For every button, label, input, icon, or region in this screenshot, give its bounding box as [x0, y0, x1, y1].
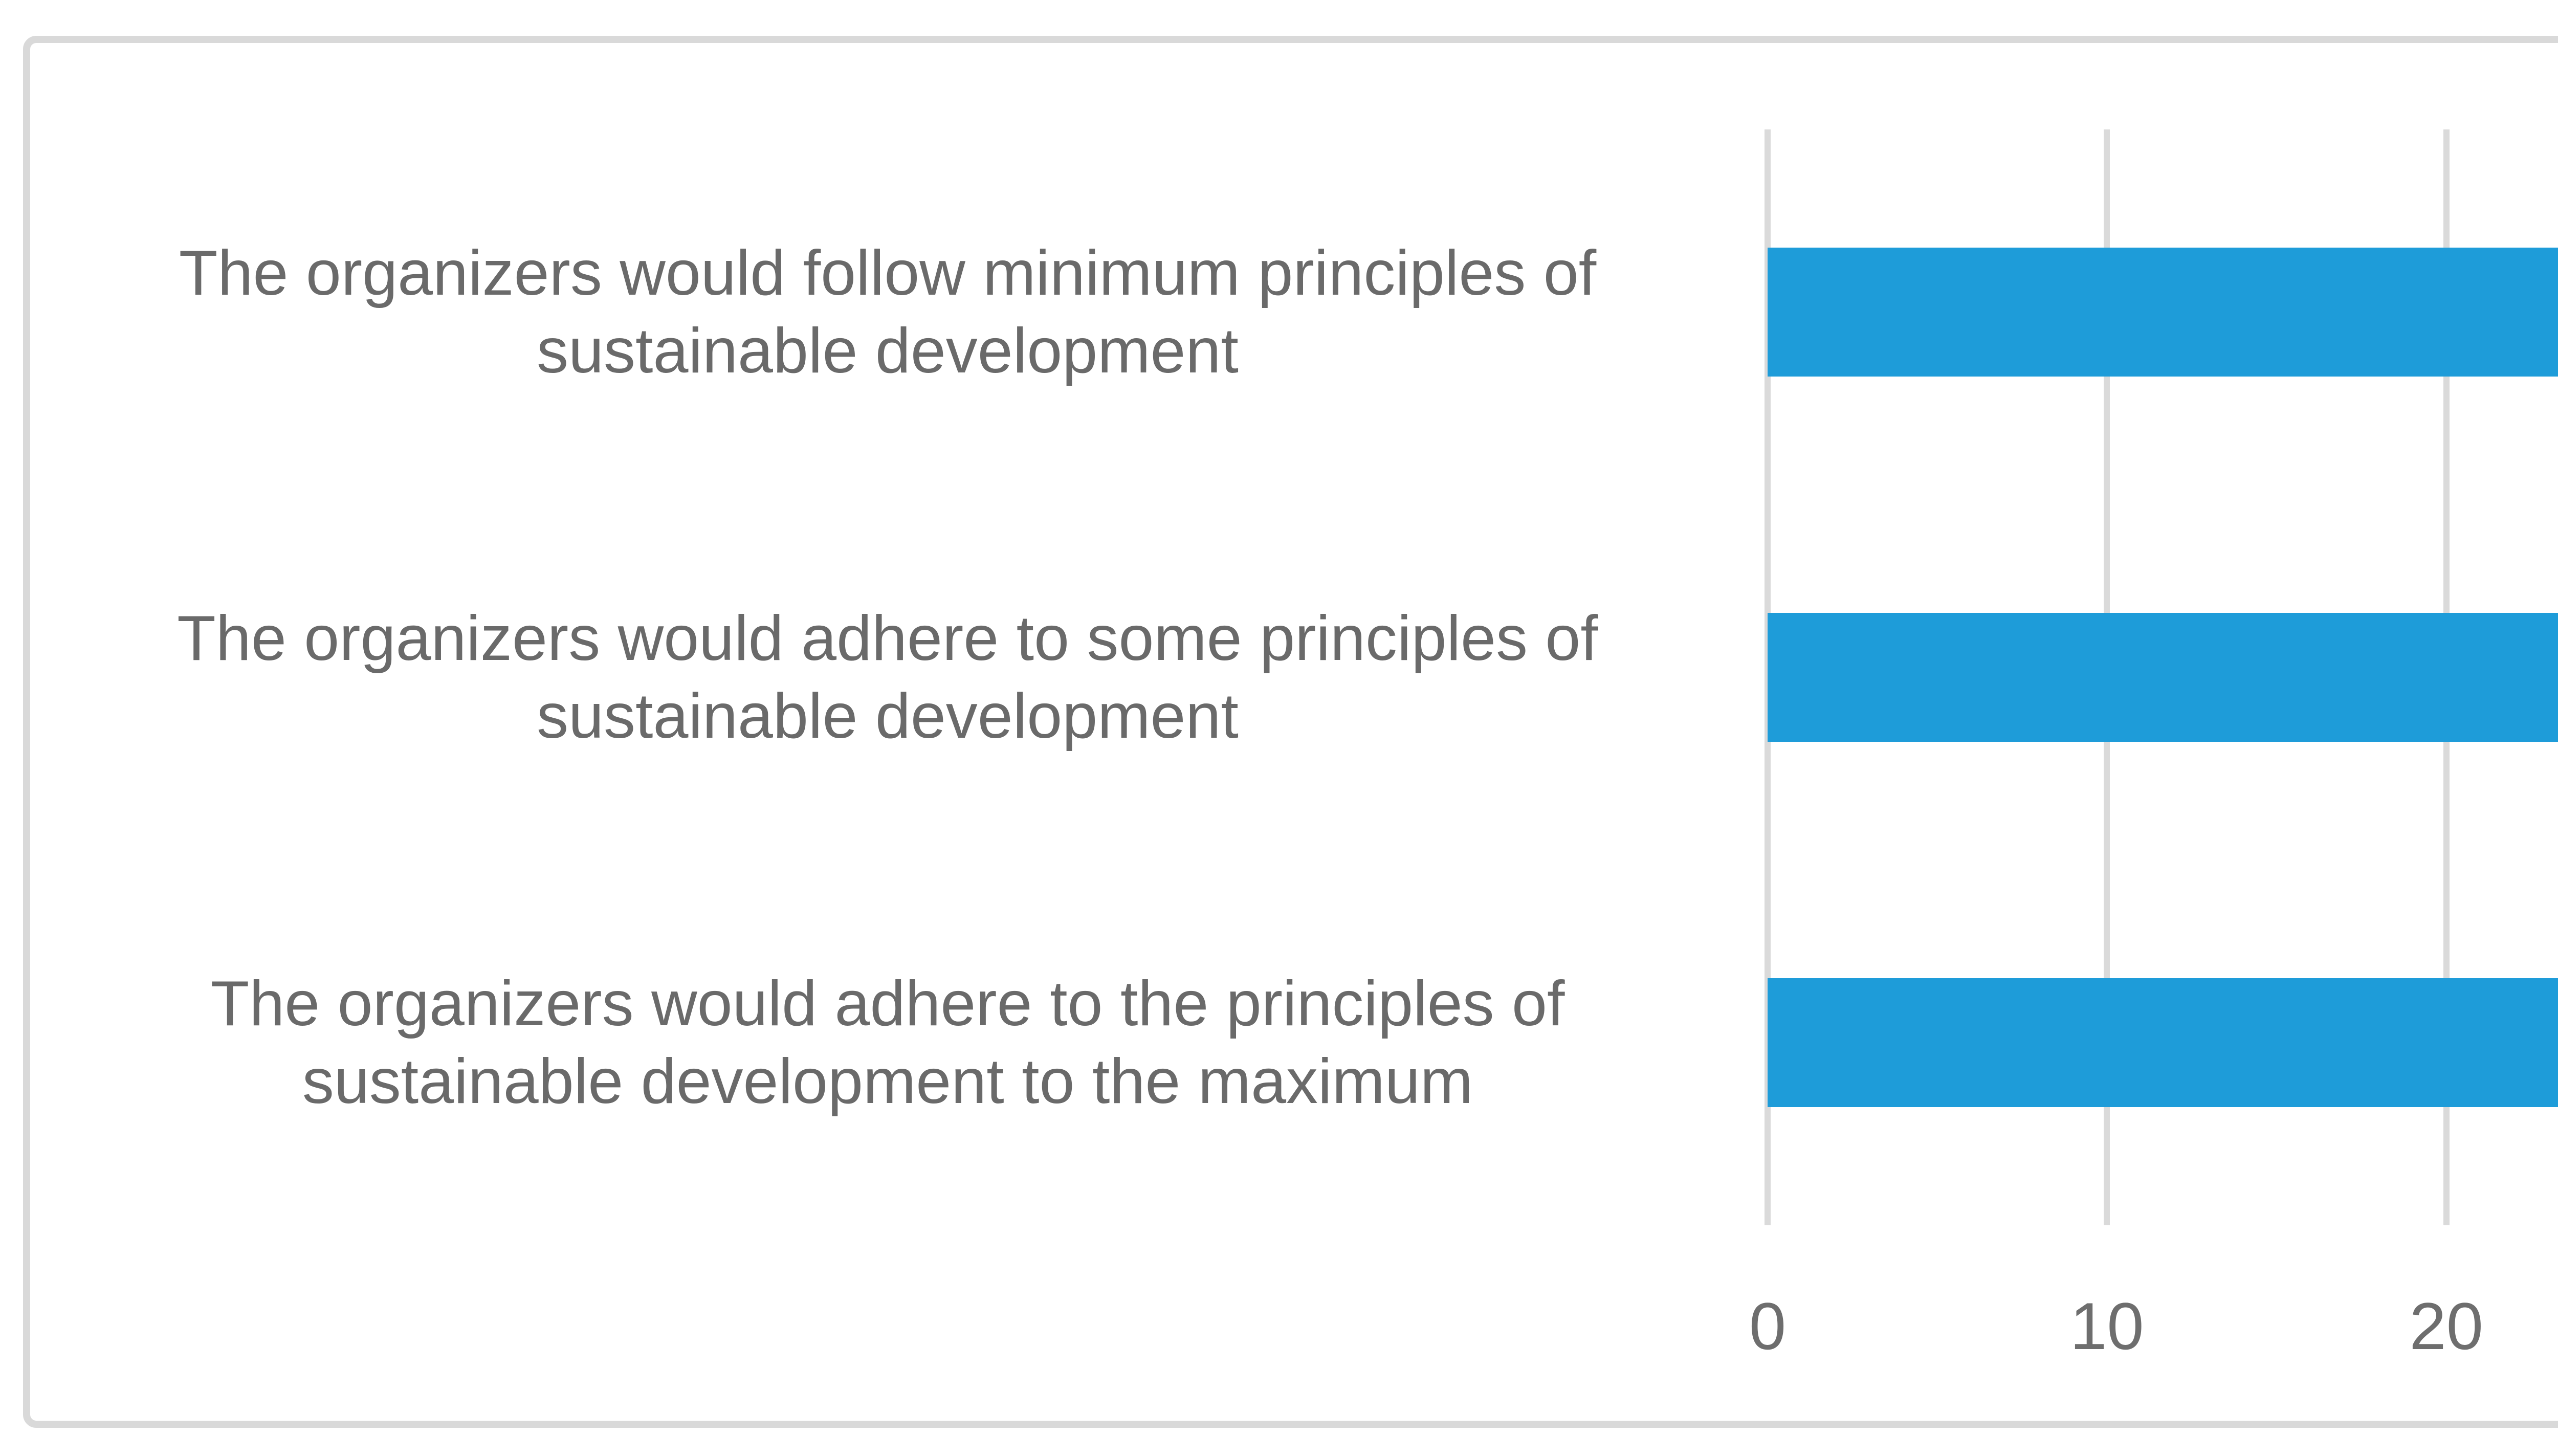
category-label-line: The organizers would adhere to some prin…: [177, 603, 1598, 674]
x-tick-label: 10: [2070, 1289, 2144, 1363]
bar: [1768, 978, 2558, 1107]
category-label-line: sustainable development: [537, 316, 1239, 386]
x-tick-label: 20: [2409, 1289, 2483, 1363]
category-label-line: sustainable development: [537, 681, 1239, 752]
category-label: The organizers would follow minimum prin…: [72, 234, 1704, 390]
x-tick-label: 0: [1749, 1289, 1787, 1363]
category-label-line: sustainable development to the maximum: [302, 1046, 1473, 1117]
bar: [1768, 613, 2558, 742]
category-label-line: The organizers would follow minimum prin…: [179, 238, 1597, 308]
category-label: The organizers would adhere to some prin…: [72, 600, 1704, 755]
bar: [1768, 248, 2558, 377]
category-label-line: The organizers would adhere to the princ…: [210, 968, 1565, 1039]
category-label: The organizers would adhere to the princ…: [72, 965, 1704, 1120]
